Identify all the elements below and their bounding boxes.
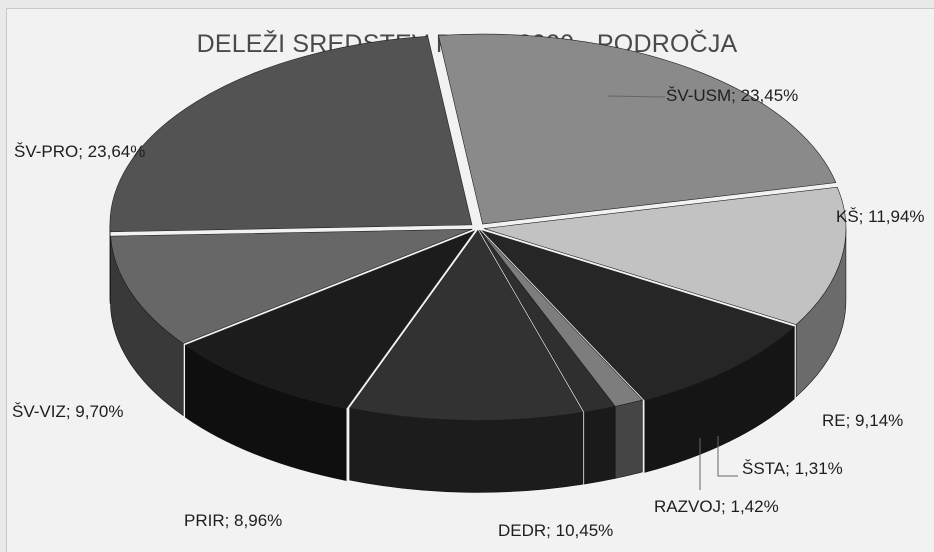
slice-šv-pro [110,36,472,232]
slice-label: RE; 9,14% [822,411,903,430]
slice-label: ŠV-USM; 23,45% [666,86,798,105]
slice-label: RAZVOJ; 1,42% [654,497,779,516]
slice-label: KŠ; 11,94% [836,207,925,226]
slice-label: DEDR; 10,45% [498,521,613,540]
slice-side-šsta [615,400,642,478]
slice-side-dedr [350,408,583,492]
slice-label: ŠSTA; 1,31% [742,459,843,478]
slice-label: ŠV-PRO; 23,64% [14,142,145,161]
slice-label: ŠV-VIZ; 9,70% [12,402,124,421]
slice-side-razvoj [584,406,614,484]
slice-label: PRIR; 8,96% [184,511,282,530]
